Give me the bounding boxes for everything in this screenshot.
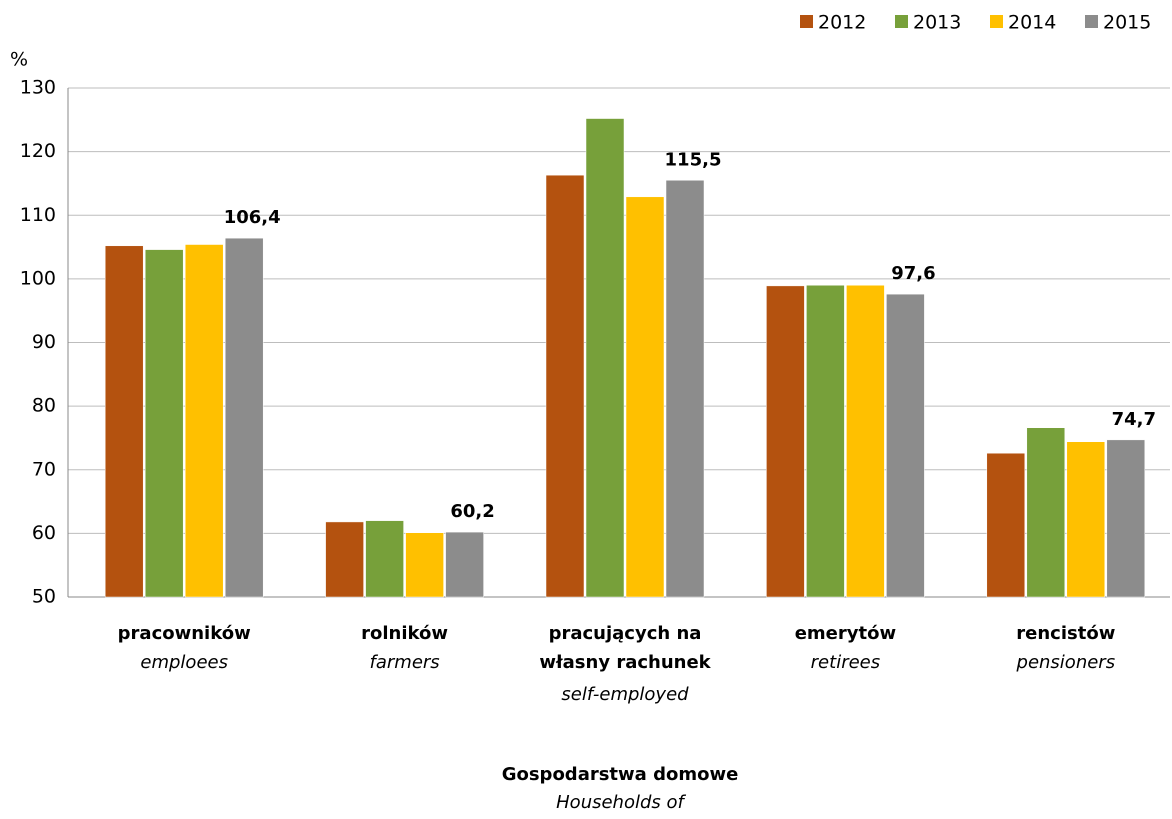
bar [625, 196, 665, 598]
y-tick-label: 70 [32, 458, 56, 480]
bar [405, 532, 444, 598]
bar [445, 531, 484, 598]
bar [1106, 439, 1146, 598]
legend-label: 2013 [913, 12, 961, 34]
bar [886, 293, 925, 598]
legend-label: 2012 [818, 12, 866, 34]
x-axis-title: Gospodarstwa domowe [502, 764, 739, 785]
x-tick-label: rolników [361, 623, 449, 644]
bar [365, 520, 404, 598]
y-tick-label: 90 [32, 331, 56, 353]
y-tick-label: 80 [32, 395, 56, 417]
x-tick-label-en: emploees [140, 652, 228, 673]
bar [184, 244, 224, 598]
data-label: 60,2 [450, 501, 494, 522]
x-tick-label-en: farmers [369, 652, 440, 673]
x-tick-label: pracujących na własny rachunek [539, 623, 711, 673]
bar [224, 237, 264, 598]
y-tick-label: 100 [20, 267, 56, 289]
legend-swatch [990, 15, 1003, 28]
legend-label: 2015 [1103, 12, 1151, 34]
y-axis-label: % [10, 49, 28, 71]
legend-swatch [800, 15, 813, 28]
y-tick-label: 120 [20, 140, 56, 162]
data-label: 74,7 [1112, 409, 1156, 430]
bar [766, 285, 805, 598]
bar [986, 452, 1026, 598]
x-tick-label: rencistów [1016, 623, 1116, 644]
x-tick-label-en: pensioners [1016, 652, 1116, 673]
y-tick-label: 50 [32, 586, 56, 608]
x-tick-label: emerytów [794, 623, 897, 644]
bar [144, 249, 184, 598]
bar [1066, 441, 1106, 598]
bar [1026, 427, 1066, 598]
y-tick-label: 110 [20, 204, 56, 226]
y-tick-label: 60 [32, 522, 56, 544]
data-label: 106,4 [224, 207, 281, 228]
legend-label: 2014 [1008, 12, 1056, 34]
y-tick-label: 130 [20, 77, 56, 99]
legend-swatch [895, 15, 908, 28]
bar [806, 284, 845, 598]
x-tick-label-en: retirees [810, 652, 881, 673]
legend-swatch [1085, 15, 1098, 28]
x-tick-label-en: self-employed [561, 684, 689, 705]
x-tick-label: pracowników [117, 623, 251, 644]
x-axis-subtitle: Households of [556, 792, 686, 813]
bar [665, 180, 705, 598]
bar [585, 118, 625, 598]
bar [104, 245, 144, 598]
bar [846, 284, 885, 598]
bar [545, 174, 585, 598]
data-label: 97,6 [891, 263, 935, 284]
data-label: 115,5 [665, 149, 722, 170]
bar [325, 521, 364, 598]
